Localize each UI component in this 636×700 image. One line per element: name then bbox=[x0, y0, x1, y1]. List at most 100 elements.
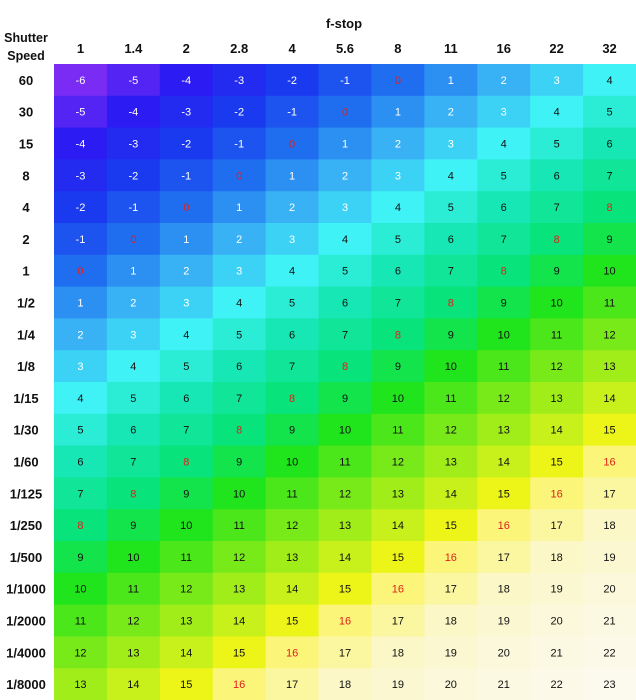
heatmap-cell bbox=[530, 477, 584, 510]
heatmap-cell bbox=[54, 636, 108, 669]
heatmap-cell-label: 8 bbox=[395, 329, 401, 341]
heatmap-cell-label: 1 bbox=[183, 234, 189, 246]
heatmap-cell-label: 13 bbox=[127, 647, 139, 659]
heatmap-cell-label: 15 bbox=[233, 647, 245, 659]
heatmap-cell bbox=[106, 572, 161, 606]
heatmap-cell bbox=[477, 223, 531, 256]
heatmap-cell bbox=[371, 668, 425, 700]
heatmap-cell bbox=[583, 382, 636, 415]
heatmap-cell bbox=[424, 509, 478, 542]
heatmap-cell-label: 14 bbox=[339, 552, 351, 564]
heatmap-cell bbox=[424, 286, 478, 319]
heatmap-cell bbox=[159, 604, 214, 637]
heatmap-cell bbox=[212, 509, 267, 542]
heatmap-cell-label: 0 bbox=[395, 75, 401, 87]
heatmap-cell bbox=[54, 509, 108, 542]
heatmap-cell-label: -1 bbox=[128, 202, 138, 214]
heatmap-cell-label: 10 bbox=[445, 361, 457, 373]
heatmap-cell-label: 20 bbox=[445, 679, 457, 691]
f-stop-tick-label: 22 bbox=[549, 41, 563, 56]
heatmap-cell bbox=[159, 95, 214, 129]
heatmap-cell-label: 11 bbox=[498, 361, 509, 373]
heatmap-cell-label: 20 bbox=[498, 647, 510, 659]
heatmap-cell-label: 10 bbox=[392, 393, 404, 405]
heatmap-cell bbox=[212, 413, 267, 447]
heatmap-cell bbox=[318, 223, 373, 256]
heatmap-cell-label: 12 bbox=[498, 393, 510, 405]
heatmap-cell-label: 11 bbox=[604, 298, 615, 310]
heatmap-cell bbox=[530, 509, 584, 542]
heatmap-cell-label: 15 bbox=[551, 457, 563, 469]
heatmap-cell-label: 1 bbox=[236, 202, 242, 214]
heatmap-cell-label: 23 bbox=[603, 679, 615, 691]
heatmap-cell bbox=[106, 636, 161, 669]
heatmap-cell-label: 7 bbox=[289, 361, 295, 373]
heatmap-cell bbox=[530, 159, 584, 192]
heatmap-cell-label: 20 bbox=[603, 584, 615, 596]
heatmap-cell-label: 10 bbox=[127, 552, 139, 564]
heatmap-cell bbox=[212, 286, 267, 319]
heatmap-cell-label: 19 bbox=[603, 552, 615, 564]
heatmap-cell-label: 7 bbox=[342, 329, 348, 341]
heatmap-cell bbox=[106, 541, 161, 574]
heatmap-cell-label: 17 bbox=[286, 679, 298, 691]
heatmap-cell bbox=[477, 159, 531, 192]
heatmap-cell-label: 17 bbox=[498, 552, 510, 564]
heatmap-cell-label: 13 bbox=[286, 552, 298, 564]
heatmap-cell bbox=[212, 350, 267, 383]
heatmap-cell bbox=[424, 477, 478, 510]
heatmap-cell bbox=[424, 445, 478, 478]
heatmap-cell bbox=[583, 604, 636, 637]
heatmap-cell bbox=[583, 509, 636, 542]
heatmap-cell bbox=[477, 668, 531, 700]
heatmap-cell-label: 13 bbox=[498, 425, 510, 437]
shutter-speed-tick-labels: 60 30 15 8 4 2 1 1/2 1/4 1/8 1/15 1/30 1/60 1/125 1/25… bbox=[6, 73, 46, 692]
heatmap-cell-label: 5 bbox=[395, 234, 401, 246]
heatmap-cell-label: 14 bbox=[392, 520, 404, 532]
heatmap-cell bbox=[54, 572, 108, 606]
heatmap-cell bbox=[106, 286, 161, 319]
heatmap-cell bbox=[530, 572, 584, 606]
heatmap-cell bbox=[106, 127, 161, 160]
heatmap-cell-label: 0 bbox=[77, 266, 83, 278]
heatmap-cell bbox=[424, 223, 478, 256]
heatmap-cell-label: 9 bbox=[183, 488, 189, 500]
heatmap-cell-label: 5 bbox=[289, 298, 295, 310]
heatmap-cell bbox=[106, 477, 161, 510]
heatmap-cell bbox=[265, 286, 320, 319]
heatmap-cell bbox=[477, 445, 531, 478]
shutter-speed-tick-label: 1 bbox=[22, 264, 29, 279]
heatmap-cell-label: 15 bbox=[498, 488, 510, 500]
heatmap-cell bbox=[477, 413, 531, 447]
heatmap-cell bbox=[212, 382, 267, 415]
f-stop-tick-label: 16 bbox=[496, 41, 510, 56]
heatmap-cell bbox=[583, 668, 636, 700]
heatmap-cell bbox=[265, 477, 320, 510]
heatmap-cell bbox=[477, 127, 531, 160]
heatmap-cell bbox=[318, 95, 373, 129]
heatmap-cell-label: 16 bbox=[498, 520, 510, 532]
f-stop-tick-label: 1 bbox=[77, 41, 84, 56]
heatmap-cell bbox=[318, 572, 373, 606]
heatmap-cell bbox=[54, 445, 108, 478]
heatmap-cell bbox=[265, 509, 320, 542]
heatmap-cell-label: -1 bbox=[234, 139, 244, 151]
heatmap-cell-label: 11 bbox=[445, 393, 456, 405]
heatmap-cell-label: 2 bbox=[342, 170, 348, 182]
heatmap-cell bbox=[54, 191, 108, 224]
heatmap-cell bbox=[424, 572, 478, 606]
heatmap-cell-label: 10 bbox=[286, 457, 298, 469]
heatmap-cell bbox=[477, 509, 531, 542]
heatmap-cell bbox=[212, 127, 267, 160]
heatmap-cell bbox=[583, 191, 636, 224]
heatmap-cell bbox=[318, 541, 373, 574]
heatmap-cell-label: 18 bbox=[551, 552, 563, 564]
heatmap-cell-label: 7 bbox=[130, 457, 136, 469]
heatmap-cell-label: -3 bbox=[181, 107, 191, 119]
heatmap-cell bbox=[371, 95, 425, 129]
heatmap-cell-label: 11 bbox=[286, 488, 297, 500]
heatmap-cell-label: 11 bbox=[75, 616, 86, 628]
heatmap-cell-label: 9 bbox=[342, 393, 348, 405]
heatmap-cell bbox=[424, 413, 478, 447]
heatmap-cell bbox=[159, 668, 214, 700]
